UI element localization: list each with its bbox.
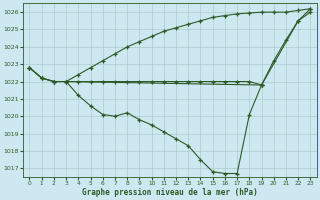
X-axis label: Graphe pression niveau de la mer (hPa): Graphe pression niveau de la mer (hPa) [82,188,258,197]
